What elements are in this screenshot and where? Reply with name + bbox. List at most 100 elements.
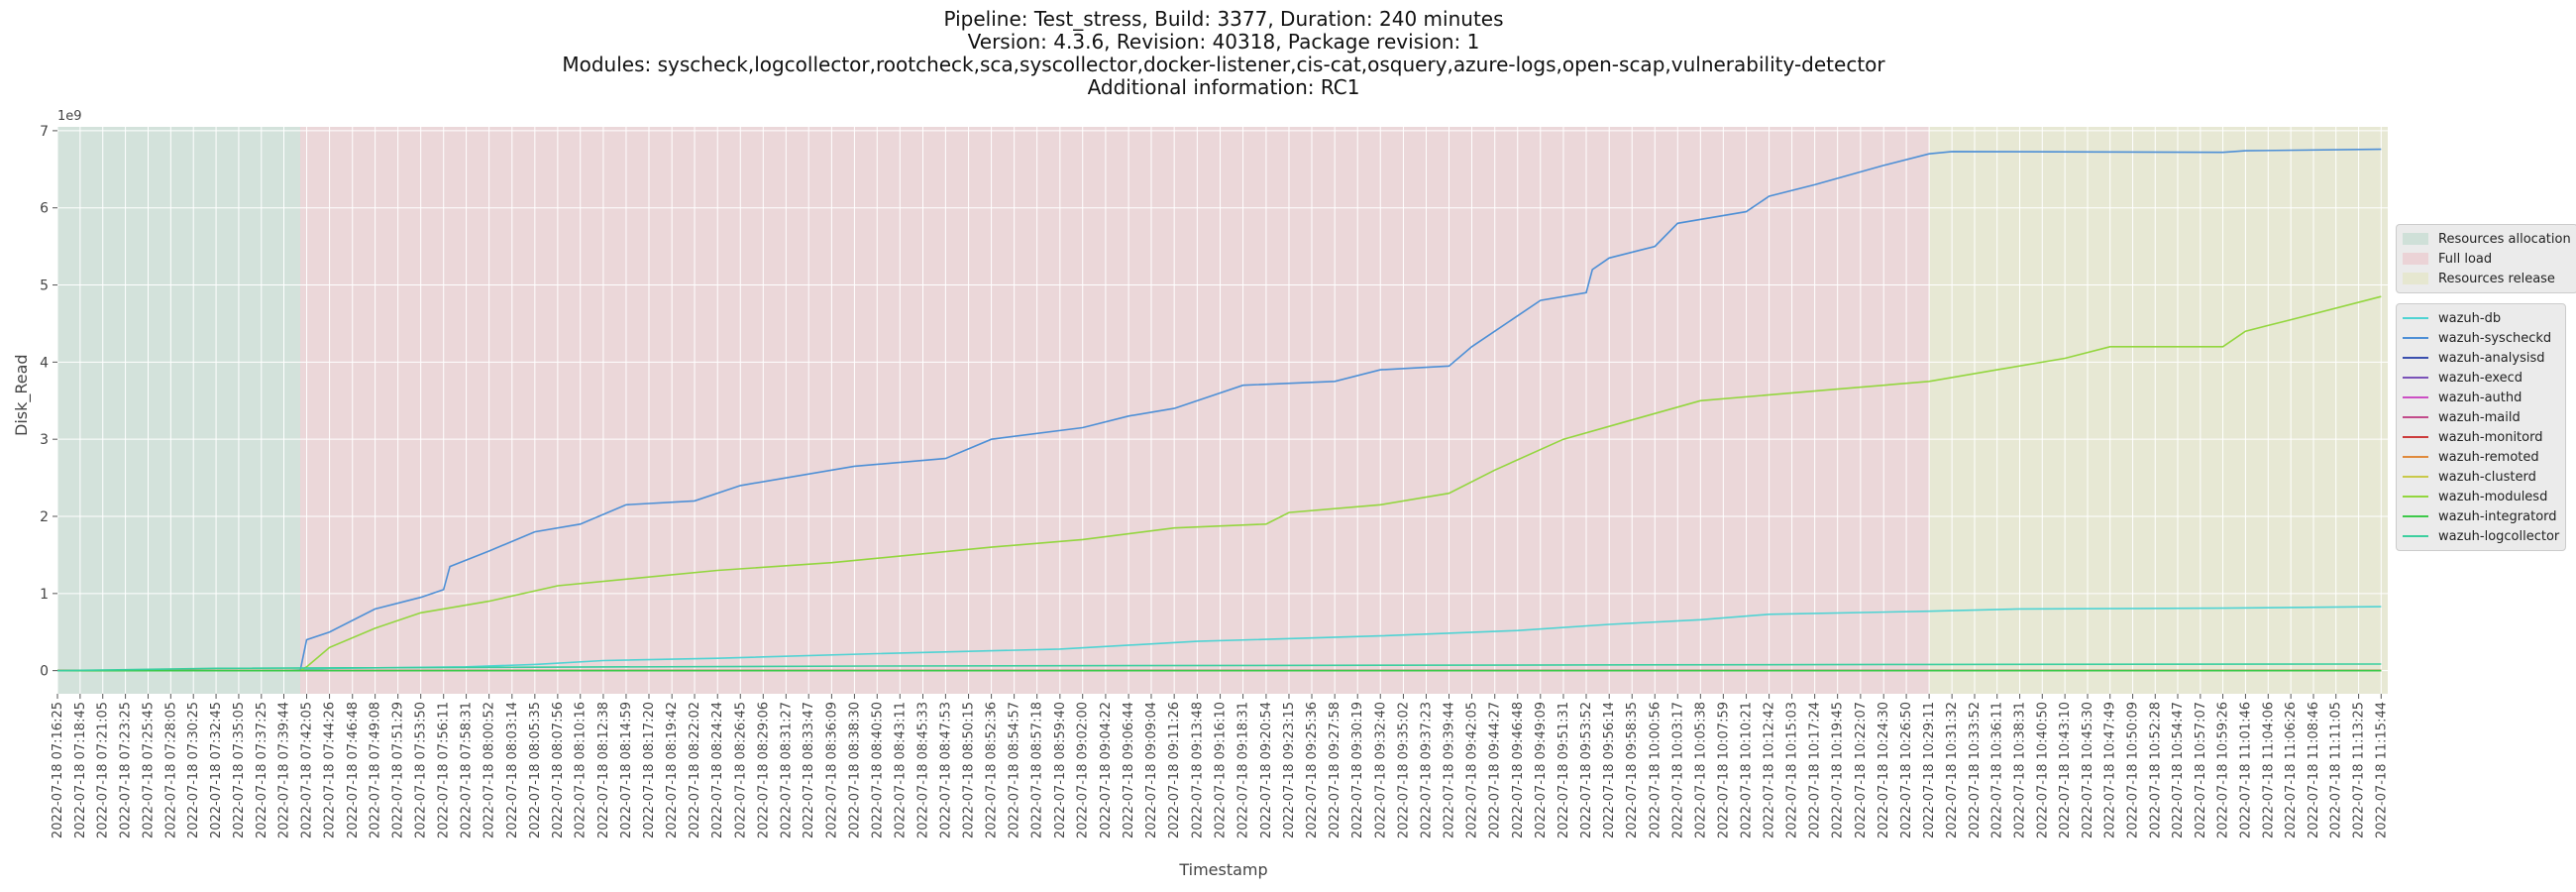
legend-swatch [2403, 337, 2428, 339]
x-tick-label: 2022-07-18 10:57:07 [2194, 702, 2208, 838]
legend-label: wazuh-authd [2438, 390, 2522, 405]
x-tick-label: 2022-07-18 09:39:44 [1443, 702, 1457, 838]
legend-label: wazuh-integratord [2438, 508, 2557, 524]
legend-item-series: wazuh-syscheckd [2403, 328, 2559, 348]
legend-item-phase: Resources release [2403, 269, 2571, 288]
legend-swatch [2403, 496, 2428, 498]
legend-item-phase: Full load [2403, 249, 2571, 269]
x-tick-label: 2022-07-18 10:19:45 [1831, 702, 1846, 838]
legend-swatch [2403, 317, 2428, 319]
x-tick-label: 2022-07-18 09:04:22 [1099, 702, 1114, 838]
legend-label: wazuh-syscheckd [2438, 330, 2552, 346]
x-tick-label: 2022-07-18 08:12:38 [596, 702, 611, 838]
x-tick-label: 2022-07-18 09:11:26 [1167, 702, 1182, 838]
x-tick-label: 2022-07-18 10:54:47 [2171, 702, 2186, 838]
x-tick-label: 2022-07-18 08:19:42 [665, 702, 680, 838]
x-tick-label: 2022-07-18 09:20:54 [1259, 702, 1274, 838]
x-tick-label: 2022-07-18 08:54:57 [1008, 702, 1022, 838]
x-tick-label: 2022-07-18 10:36:11 [1990, 702, 2005, 838]
x-tick-label: 2022-07-18 10:10:21 [1740, 702, 1755, 838]
x-tick-label: 2022-07-18 10:33:52 [1968, 702, 1983, 838]
x-tick-label: 2022-07-18 07:42:05 [300, 702, 315, 838]
x-tick-label: 2022-07-18 10:47:49 [2103, 702, 2118, 838]
y-tick-label: 7 [40, 124, 49, 140]
legend-label: wazuh-remoted [2438, 449, 2539, 465]
x-tick-label: 2022-07-18 08:47:53 [938, 702, 953, 838]
x-tick-label: 2022-07-18 09:46:48 [1511, 702, 1526, 838]
legend-swatch [2403, 436, 2428, 438]
x-tick-label: 2022-07-18 09:58:35 [1625, 702, 1640, 838]
legend-item-series: wazuh-analysisd [2403, 348, 2559, 368]
series-line-wazuh-syscheckd [57, 148, 2382, 672]
legend-item-series: wazuh-logcollector [2403, 526, 2559, 546]
legend-label: wazuh-monitord [2438, 429, 2543, 445]
phase-band-1 [300, 127, 1930, 694]
x-tick-label: 2022-07-18 08:59:40 [1053, 702, 1068, 838]
y-tick-label: 1 [40, 587, 49, 603]
x-tick-label: 2022-07-18 10:29:11 [1922, 702, 1937, 838]
legend-item-series: wazuh-execd [2403, 368, 2559, 388]
legend-swatch [2403, 515, 2428, 517]
legend-label: Resources release [2438, 271, 2555, 286]
title-line-modules: Modules: syscheck,logcollector,rootcheck… [562, 53, 1885, 76]
chart-title: Pipeline: Test_stress, Build: 3377, Dura… [0, 8, 2447, 99]
x-tick-label: 2022-07-18 10:52:28 [2148, 702, 2163, 838]
phase-band-2 [1929, 127, 2388, 694]
x-tick-label: 2022-07-18 10:59:26 [2216, 702, 2231, 838]
x-tick-label: 2022-07-18 09:09:04 [1144, 702, 1159, 838]
x-tick-label: 2022-07-18 09:23:15 [1282, 702, 1297, 838]
x-tick-label: 2022-07-18 10:40:50 [2035, 702, 2050, 838]
legend-label: wazuh-clusterd [2438, 469, 2536, 485]
x-tick-label: 2022-07-18 10:05:38 [1693, 702, 1708, 838]
x-tick-label: 2022-07-18 09:30:19 [1350, 702, 1365, 838]
x-tick-label: 2022-07-18 07:35:05 [232, 702, 247, 838]
x-tick-label: 2022-07-18 10:50:09 [2126, 702, 2141, 838]
x-tick-label: 2022-07-18 07:53:50 [414, 702, 429, 838]
x-tick-label: 2022-07-18 07:25:45 [141, 702, 156, 838]
x-tick-label: 2022-07-18 11:04:06 [2261, 702, 2276, 838]
legend-item-series: wazuh-monitord [2403, 427, 2559, 447]
x-tick-label: 2022-07-18 08:40:50 [870, 702, 885, 838]
x-tick-label: 2022-07-18 08:43:11 [893, 702, 908, 838]
x-tick-label: 2022-07-18 08:33:47 [802, 702, 816, 838]
x-tick-label: 2022-07-18 08:50:15 [962, 702, 977, 838]
x-tick-label: 2022-07-18 08:17:20 [642, 702, 657, 838]
y-tick-label: 3 [40, 432, 49, 448]
x-tick-label: 2022-07-18 07:58:31 [460, 702, 475, 838]
x-tick-label: 2022-07-18 08:00:52 [483, 702, 497, 838]
title-line-version: Version: 4.3.6, Revision: 40318, Package… [967, 30, 1480, 54]
x-tick-label: 2022-07-18 10:26:50 [1899, 702, 1914, 838]
x-tick-label: 2022-07-18 08:57:18 [1030, 702, 1045, 838]
legend-label: wazuh-maild [2438, 409, 2521, 425]
legend-label: wazuh-execd [2438, 370, 2523, 386]
x-tick-label: 2022-07-18 08:29:06 [756, 702, 771, 838]
y-tick-label: 5 [40, 279, 49, 294]
series-legend: wazuh-db wazuh-syscheckd wazuh-analysisd wa… [2396, 303, 2567, 551]
x-tick-label: 2022-07-18 08:03:14 [505, 702, 520, 838]
x-tick-label: 2022-07-18 07:18:45 [73, 702, 88, 838]
x-tick-label: 2022-07-18 08:36:09 [824, 702, 839, 838]
y-tick-label: 0 [40, 664, 49, 680]
legend-swatch [2403, 476, 2428, 478]
x-tick-label: 2022-07-18 07:30:25 [186, 702, 201, 838]
x-tick-label: 2022-07-18 07:49:08 [369, 702, 383, 838]
x-tick-label: 2022-07-18 10:15:03 [1785, 702, 1800, 838]
x-tick-label: 2022-07-18 10:43:10 [2058, 702, 2073, 838]
legend-swatch [2403, 396, 2428, 398]
x-tick-label: 2022-07-18 08:38:30 [847, 702, 862, 838]
x-tick-label: 2022-07-18 10:22:07 [1854, 702, 1869, 838]
x-tick-label: 2022-07-18 09:27:58 [1328, 702, 1342, 838]
x-tick-label: 2022-07-18 08:24:24 [710, 702, 725, 838]
legend-label: wazuh-modulesd [2438, 489, 2548, 504]
x-tick-label: 2022-07-18 09:42:05 [1465, 702, 1480, 838]
phase-band-0 [57, 127, 300, 694]
x-tick-label: 2022-07-18 11:08:46 [2307, 702, 2321, 838]
x-tick-label: 2022-07-18 09:02:00 [1076, 702, 1091, 838]
y-tick-label: 2 [40, 509, 49, 525]
x-tick-label: 2022-07-18 07:46:48 [346, 702, 361, 838]
legend-label: wazuh-analysisd [2438, 350, 2545, 366]
x-tick-label: 2022-07-18 07:32:45 [209, 702, 224, 838]
legend-swatch [2403, 377, 2428, 379]
x-tick-label: 2022-07-18 10:38:31 [2013, 702, 2028, 838]
